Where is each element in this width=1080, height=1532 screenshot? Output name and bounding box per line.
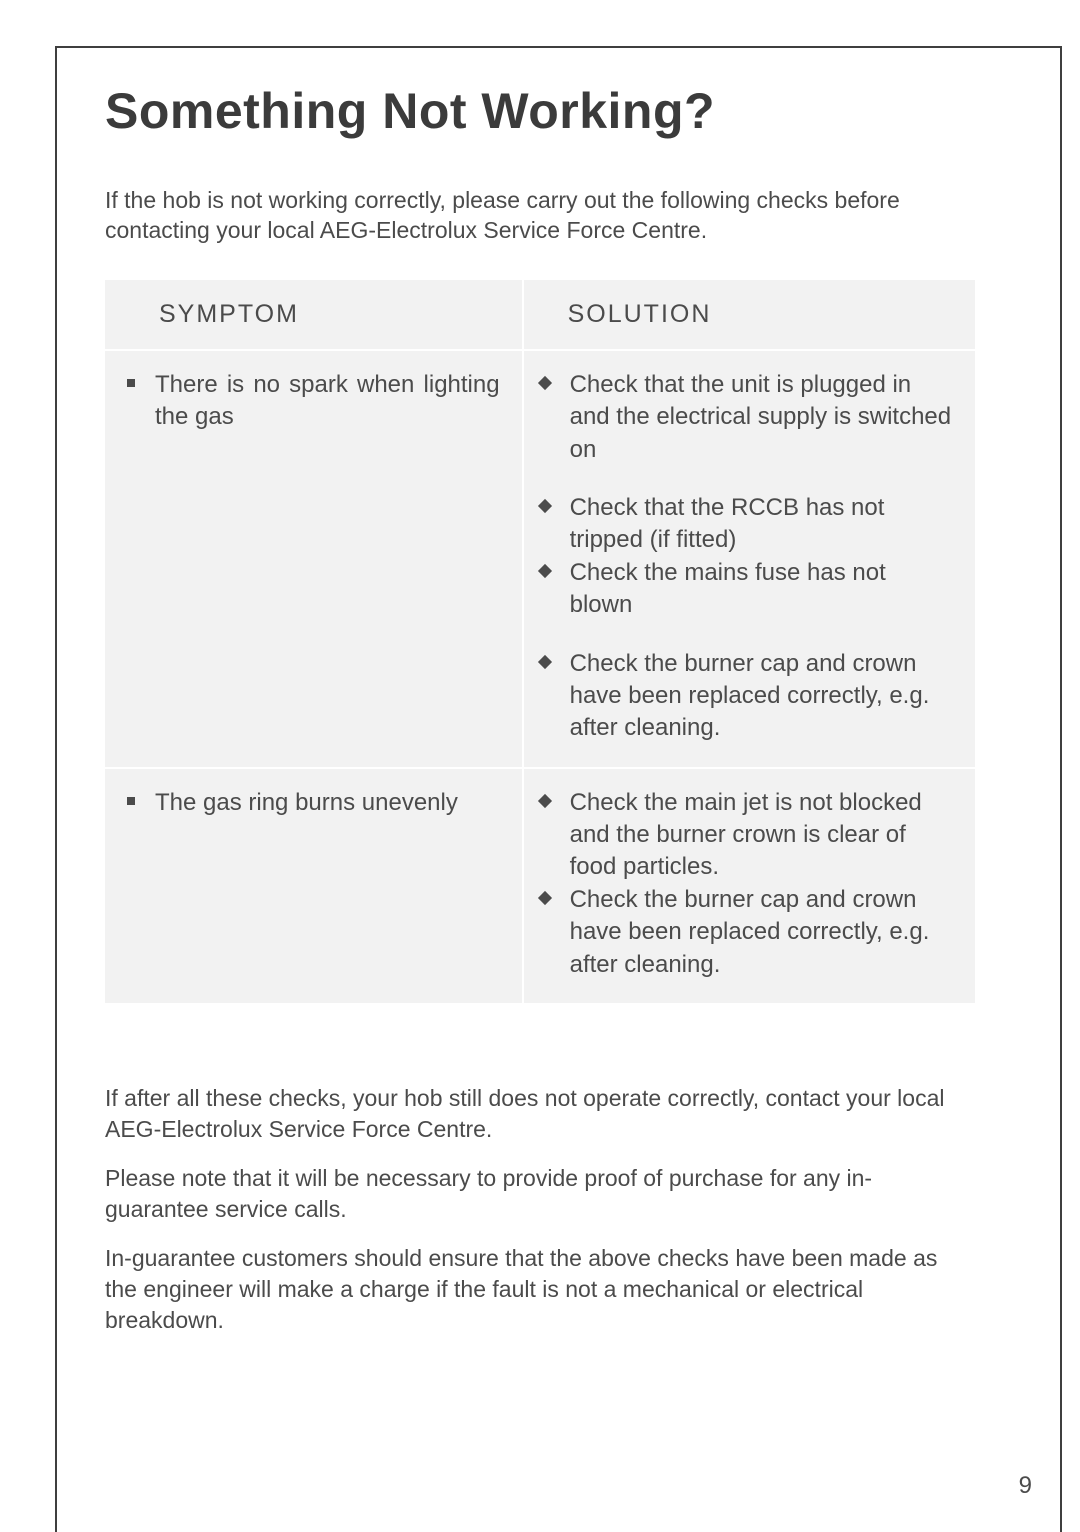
symptom-cell: There is no spark when lighting the gas [105,350,523,768]
solution-text: Check the mains fuse has not blown [570,557,953,622]
diamond-bullet-icon [538,794,552,808]
header-symptom: SYMPTOM [105,280,523,350]
solution-item: Check the mains fuse has not blown [534,557,953,622]
header-solution: SOLUTION [523,280,975,350]
diamond-bullet-icon [538,376,552,390]
solution-item: Check that the RCCB has not tripped (if … [534,492,953,557]
solution-group: Check the main jet is not blocked and th… [534,787,953,981]
square-bullet-icon [127,797,135,805]
table-row: There is no spark when lighting the gas … [105,350,975,768]
table-header-row: SYMPTOM SOLUTION [105,280,975,350]
solution-text: Check the burner cap and crown have been… [570,884,953,981]
solution-text: Check the main jet is not blocked and th… [570,787,953,884]
solution-item: Check the main jet is not blocked and th… [534,787,953,884]
page-title: Something Not Working? [105,82,975,140]
solution-group: Check that the RCCB has not tripped (if … [534,492,953,622]
solution-item: Check that the unit is plugged in and th… [534,369,953,466]
solution-list: Check that the unit is plugged in and th… [534,369,953,745]
after-paragraph: Please note that it will be necessary to… [105,1163,975,1225]
solution-item: Check the burner cap and crown have been… [534,648,953,745]
after-paragraph: In-guarantee customers should ensure tha… [105,1243,975,1336]
solution-group: Check the burner cap and crown have been… [534,648,953,745]
diamond-bullet-icon [538,654,552,668]
square-bullet-icon [127,379,135,387]
solution-group: Check that the unit is plugged in and th… [534,369,953,466]
page-number: 9 [1019,1472,1032,1500]
solution-cell: Check that the unit is plugged in and th… [523,350,975,768]
intro-paragraph: If the hob is not working correctly, ple… [105,186,975,246]
table-body: There is no spark when lighting the gas … [105,350,975,1004]
symptom-item: There is no spark when lighting the gas [127,369,500,434]
symptom-text: There is no spark when lighting the gas [155,369,500,434]
frame-border-top [55,46,1062,48]
after-paragraph: If after all these checks, your hob stil… [105,1083,975,1145]
page: Something Not Working? If the hob is not… [0,0,1080,1532]
after-paragraphs: If after all these checks, your hob stil… [105,1083,975,1336]
table-row: The gas ring burns unevenly Check the ma… [105,768,975,1004]
solution-text: Check that the unit is plugged in and th… [570,369,953,466]
symptom-text: The gas ring burns unevenly [155,787,500,819]
solution-text: Check the burner cap and crown have been… [570,648,953,745]
frame-border-left [55,46,57,1532]
diamond-bullet-icon [538,564,552,578]
symptom-cell: The gas ring burns unevenly [105,768,523,1004]
solution-cell: Check the main jet is not blocked and th… [523,768,975,1004]
frame-border-right [1060,46,1062,1532]
content-area: Something Not Working? If the hob is not… [105,82,975,1354]
diamond-bullet-icon [538,891,552,905]
diamond-bullet-icon [538,499,552,513]
solution-item: Check the burner cap and crown have been… [534,884,953,981]
symptom-item: The gas ring burns unevenly [127,787,500,819]
solution-list: Check the main jet is not blocked and th… [534,787,953,981]
troubleshooting-table: SYMPTOM SOLUTION There is no spark when … [105,280,975,1005]
solution-text: Check that the RCCB has not tripped (if … [570,492,953,557]
